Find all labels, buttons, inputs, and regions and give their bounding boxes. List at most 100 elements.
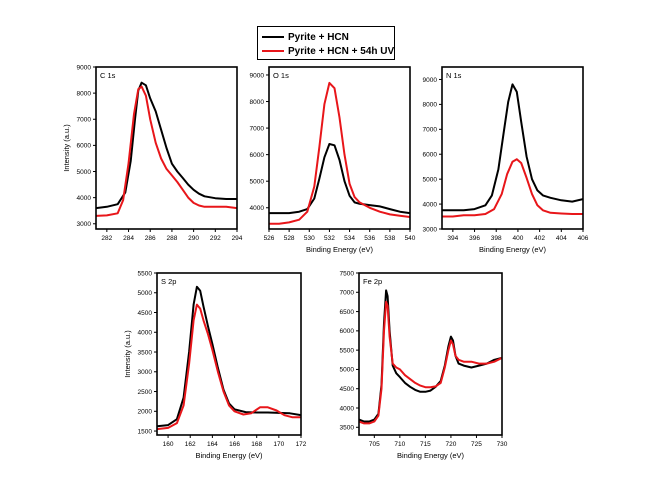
x-tick-label: 160: [163, 441, 174, 448]
x-tick-label: 398: [491, 235, 502, 242]
y-tick-label: 8000: [423, 102, 438, 109]
series-line-0: [442, 83, 583, 212]
y-tick-label: 2500: [138, 389, 153, 396]
y-tick-label: 4000: [423, 201, 438, 208]
x-tick-label: 528: [284, 235, 295, 242]
series-line-1: [442, 158, 583, 218]
y-tick-label: 5000: [77, 169, 92, 176]
y-tick-label: 7000: [77, 117, 92, 124]
y-tick-label: 6000: [423, 152, 438, 159]
x-tick-label: 168: [251, 441, 262, 448]
y-tick-label: 4000: [340, 405, 355, 412]
y-tick-label: 3000: [423, 226, 438, 233]
y-axis-title: Intensity (a.u.): [62, 124, 71, 172]
y-tick-label: 5000: [250, 178, 265, 185]
x-tick-label: 406: [578, 235, 589, 242]
y-tick-label: 7500: [340, 270, 355, 277]
x-tick-label: 730: [497, 441, 508, 448]
panel-label: S 2p: [161, 277, 176, 286]
panel-4: 705 710 715 720 725 730 3500 4000 4500 5000 5500 60…: [340, 270, 508, 460]
x-tick-label: 526: [264, 235, 275, 242]
legend-label: Pyrite + HCN + 54h UV: [288, 45, 395, 57]
panel-3: 160 162 164 166 168 170 172 1500 2000 2500 3000 350…: [123, 270, 307, 460]
legend: Pyrite + HCN Pyrite + HCN + 54h UV: [257, 26, 395, 60]
legend-swatch-black: [262, 36, 284, 38]
legend-item-hcn-uv: Pyrite + HCN + 54h UV: [262, 44, 394, 58]
y-tick-label: 5000: [423, 176, 438, 183]
x-tick-label: 166: [229, 441, 240, 448]
panel-label: C 1s: [100, 71, 116, 80]
y-tick-label: 7000: [340, 290, 355, 297]
legend-label: Pyrite + HCN: [288, 31, 349, 43]
y-tick-label: 4500: [340, 386, 355, 393]
x-tick-label: 400: [512, 235, 523, 242]
y-tick-label: 3500: [340, 425, 355, 432]
y-tick-label: 5500: [340, 347, 355, 354]
x-tick-label: 725: [471, 441, 482, 448]
panel-label: N 1s: [446, 71, 462, 80]
y-tick-label: 6500: [340, 309, 355, 316]
series-line-1: [96, 85, 237, 217]
series-line-1: [269, 81, 410, 225]
legend-swatch-red: [262, 50, 284, 52]
panel-label: O 1s: [273, 71, 289, 80]
y-tick-label: 6000: [250, 152, 265, 159]
legend-item-hcn: Pyrite + HCN: [262, 30, 349, 44]
x-tick-label: 540: [405, 235, 416, 242]
y-tick-label: 3000: [138, 369, 153, 376]
y-tick-label: 7000: [250, 125, 265, 132]
y-tick-label: 4500: [138, 310, 153, 317]
y-tick-label: 5000: [340, 367, 355, 374]
x-tick-label: 288: [166, 235, 177, 242]
y-tick-label: 5000: [138, 290, 153, 297]
y-tick-label: 4000: [250, 205, 265, 212]
x-axis-title: Binding Energy (eV): [195, 451, 263, 460]
y-tick-label: 9000: [250, 72, 265, 79]
x-tick-label: 170: [273, 441, 284, 448]
x-tick-label: 720: [445, 441, 456, 448]
series-line-0: [269, 143, 410, 215]
plot-frame: [268, 66, 411, 230]
x-tick-label: 286: [145, 235, 156, 242]
y-tick-label: 7000: [423, 127, 438, 134]
y-tick-label: 4000: [77, 195, 92, 202]
x-tick-label: 705: [369, 441, 380, 448]
x-tick-label: 164: [207, 441, 218, 448]
plot-frame: [156, 272, 302, 436]
y-tick-label: 8000: [250, 99, 265, 106]
y-axis-title: Intensity (a.u.): [123, 330, 132, 378]
x-tick-label: 538: [384, 235, 395, 242]
plot-frame: [441, 66, 584, 230]
x-tick-label: 294: [232, 235, 243, 242]
panel-2: 394 396 398 400 402 404 406 3000 4000 5000 6000 700…: [423, 66, 589, 254]
x-tick-label: 402: [534, 235, 545, 242]
x-tick-label: 530: [304, 235, 315, 242]
x-tick-label: 282: [101, 235, 112, 242]
x-tick-label: 715: [420, 441, 431, 448]
x-axis-title: Binding Energy (eV): [306, 245, 374, 254]
x-tick-label: 396: [469, 235, 480, 242]
y-tick-label: 6000: [340, 328, 355, 335]
x-tick-label: 290: [188, 235, 199, 242]
y-tick-label: 3000: [77, 221, 92, 228]
x-tick-label: 404: [556, 235, 567, 242]
y-tick-label: 4000: [138, 330, 153, 337]
x-axis-title: Binding Energy (eV): [479, 245, 547, 254]
x-tick-label: 536: [364, 235, 375, 242]
x-axis-title: Binding Energy (eV): [397, 451, 465, 460]
x-tick-label: 284: [123, 235, 134, 242]
x-tick-label: 534: [344, 235, 355, 242]
y-tick-label: 1500: [138, 428, 153, 435]
plot-frame: [95, 66, 238, 230]
panel-1: 526 528 530 532 534 536 538 540 4000 5000 6000 7000…: [250, 66, 416, 254]
series-line-1: [359, 300, 502, 425]
y-tick-label: 9000: [423, 77, 438, 84]
panel-0: 282 284 286 288 290 292 294 3000 4000 5000 6000 700…: [62, 64, 243, 242]
y-tick-label: 5500: [138, 270, 153, 277]
y-tick-label: 2000: [138, 409, 153, 416]
x-tick-label: 162: [185, 441, 196, 448]
panel-label: Fe 2p: [363, 277, 382, 286]
series-line-0: [157, 285, 301, 428]
x-tick-label: 172: [296, 441, 307, 448]
